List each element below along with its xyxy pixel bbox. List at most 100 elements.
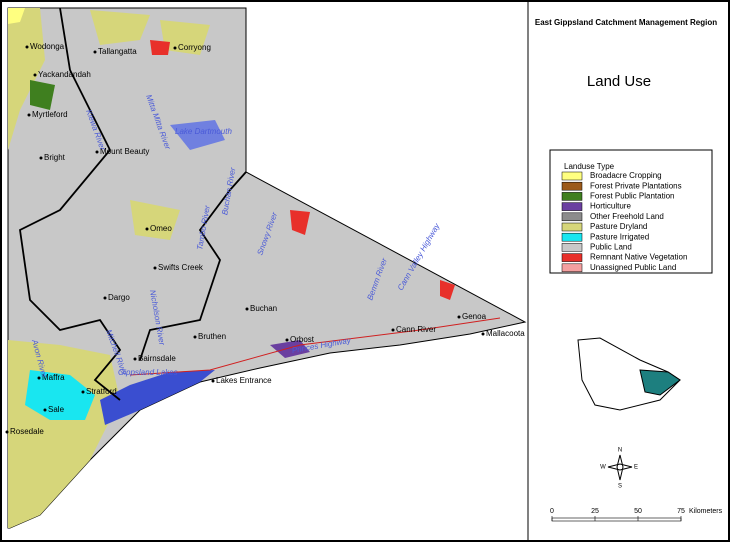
place-label: Myrtleford	[32, 110, 68, 119]
irrigated-area	[25, 370, 95, 420]
town-dot	[95, 150, 99, 154]
place-label: Genoa	[462, 312, 487, 321]
place-label: Sale	[48, 405, 65, 414]
native-veg-area	[290, 210, 310, 235]
legend-label: Pasture Irrigated	[590, 232, 649, 241]
legend-label: Forest Public Plantation	[590, 192, 675, 201]
compass	[616, 454, 624, 481]
town-dot	[211, 379, 215, 383]
scale-bar-body	[551, 517, 682, 522]
legend-swatch	[561, 232, 583, 242]
legend-label: Forest Private Plantations	[590, 181, 682, 190]
place-label: Swifts Creek	[158, 263, 204, 272]
lake-dartmouth	[170, 120, 225, 150]
legend-label: Unassigned Public Land	[590, 263, 676, 272]
legend-swatch	[561, 263, 583, 273]
plantation-area	[30, 80, 55, 110]
pasture-area	[130, 200, 180, 240]
town-dot	[93, 50, 97, 54]
town-dot	[245, 307, 249, 311]
place-label: Maffra	[42, 373, 65, 382]
highway	[129, 317, 501, 376]
compass-w: W	[600, 465, 606, 471]
lakes	[100, 370, 215, 425]
legend-box	[549, 149, 713, 274]
place-label: Cann River	[396, 325, 436, 334]
native-veg-area	[440, 280, 455, 300]
town-dot	[27, 113, 31, 117]
place-label: Omeo	[150, 224, 172, 233]
place-label: Bruthen	[198, 332, 226, 341]
pasture-area	[160, 20, 210, 55]
place-label: Tallangatta	[98, 47, 137, 56]
legend-swatch	[561, 171, 583, 181]
legend-label: Broadacre Cropping	[590, 171, 662, 180]
town-dot	[33, 73, 37, 77]
scale-label: 50	[634, 508, 642, 515]
compass-e: E	[634, 465, 638, 471]
town-dot	[43, 408, 47, 412]
place-label: Bright	[44, 153, 66, 162]
legend-label: Horticulture	[590, 202, 631, 211]
town-dot	[145, 227, 149, 231]
town-dot	[193, 335, 197, 339]
place-label: Rosedale	[10, 427, 44, 436]
town-dot	[391, 328, 395, 332]
inset-region	[639, 369, 681, 396]
town-dot	[39, 156, 43, 160]
town-dot	[285, 338, 289, 342]
place-label: Corryong	[178, 43, 211, 52]
legend-swatch	[561, 181, 583, 191]
scale-unit: Kilometers	[689, 508, 723, 515]
region-title: East Gippsland Catchment Management Regi…	[535, 18, 717, 27]
place-label: Mallacoota	[486, 329, 525, 338]
legend-swatch	[561, 192, 583, 201]
scale-bar: 0 25 50 75 Kilometers	[550, 508, 723, 522]
place-label: Dargo	[108, 293, 130, 302]
legend-label: Other Freehold Land	[590, 212, 664, 221]
water-label: Gippsland Lakes	[118, 368, 178, 377]
town-dot	[25, 45, 29, 49]
place-label: Wodonga	[30, 42, 65, 51]
town-dot	[37, 376, 41, 380]
legend-swatch	[561, 222, 583, 232]
town-dot	[457, 315, 461, 319]
scale-label: 25	[591, 508, 599, 515]
compass	[607, 463, 633, 471]
pasture-area	[90, 10, 150, 45]
town-dot	[481, 332, 485, 336]
place-label: Yackandandah	[38, 70, 91, 79]
legend-title: Landuse Type	[564, 162, 615, 171]
map-title: Land Use	[587, 73, 651, 90]
native-veg-area	[150, 40, 170, 55]
pasture-area	[8, 8, 45, 150]
water-label: Lake Dartmouth	[175, 127, 232, 136]
legend-swatch	[561, 212, 583, 222]
town-dot	[153, 266, 157, 270]
compass-s: S	[618, 484, 622, 490]
place-label: Mount Beauty	[100, 147, 149, 156]
cropping-area	[8, 8, 25, 24]
place-label: Stratford	[86, 387, 117, 396]
legend-swatch	[561, 253, 583, 262]
region-boundary	[19, 7, 122, 401]
place-label: Orbost	[290, 335, 315, 344]
legend-label: Pasture Dryland	[590, 222, 647, 231]
legend-swatch	[561, 202, 583, 211]
scale-label: 75	[677, 508, 685, 515]
compass-n: N	[618, 448, 622, 454]
place-label: Buchan	[250, 304, 277, 313]
place-label: Bairnsdale	[138, 354, 176, 363]
town-dot	[103, 296, 107, 300]
region-boundary	[139, 171, 247, 361]
town-dot	[81, 390, 85, 394]
legend-swatch	[561, 243, 583, 252]
scale-label: 0	[550, 508, 554, 515]
town-dot	[173, 46, 177, 50]
place-label: Lakes Entrance	[216, 376, 272, 385]
town-dot	[5, 430, 9, 434]
legend-label: Remnant Native Vegetation	[590, 253, 687, 262]
town-dot	[133, 357, 137, 361]
